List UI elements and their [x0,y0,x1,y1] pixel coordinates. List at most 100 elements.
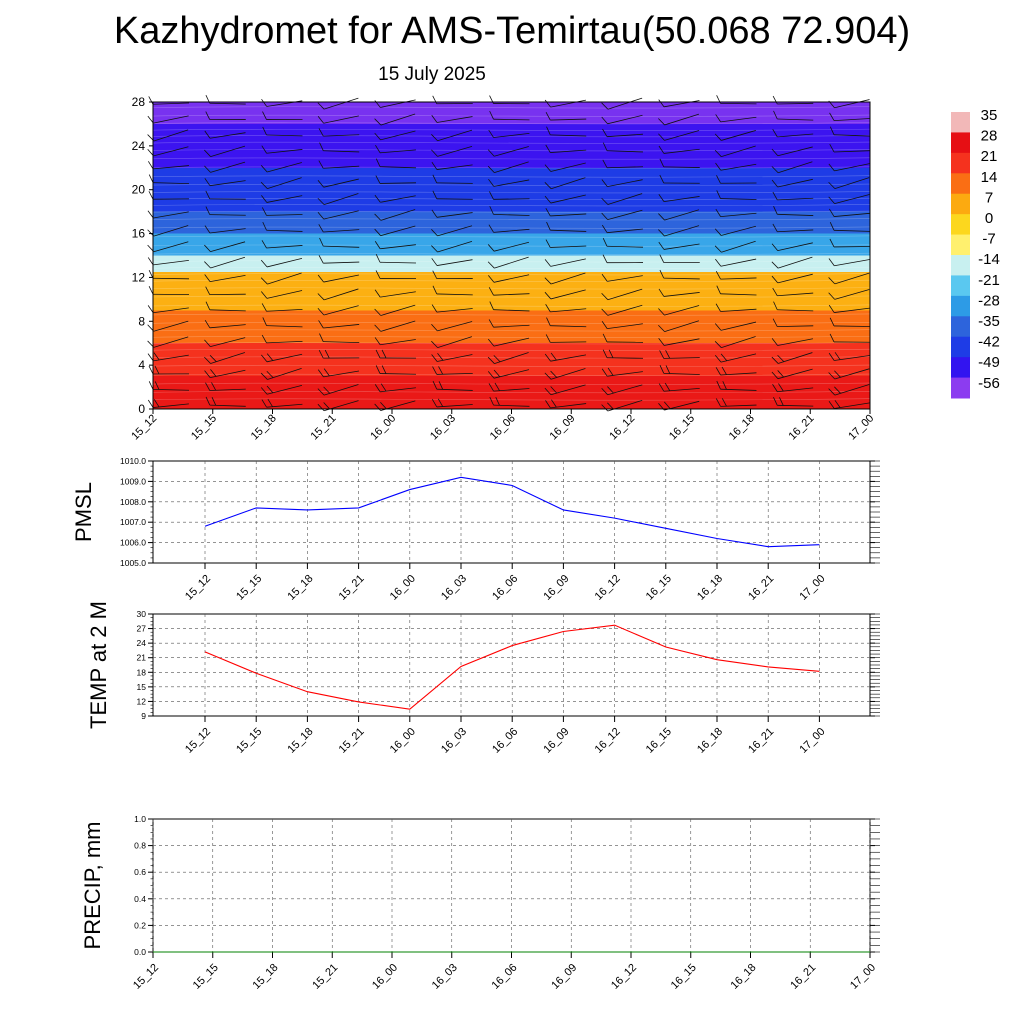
wind-barb [658,338,700,346]
wind-barb [318,224,360,233]
wind-barb [317,115,359,124]
x-tick-label: 16_12 [607,412,637,442]
wind-barb [658,305,700,316]
wind-barb [489,301,530,312]
wind-barb [260,177,302,189]
wind-barb [601,304,643,316]
colorbar-label: -56 [978,375,1000,392]
wind-barb [773,206,814,216]
y-tick-label: 1008.0 [120,497,146,507]
wind-barb [317,97,359,110]
wind-barb [545,111,587,121]
x-tick-label: 16_09 [549,962,579,992]
wind-barb [432,174,473,184]
wind-barb [544,352,587,362]
wind-barb [715,162,757,171]
colorbar-segment [951,295,970,317]
wind-barb [260,257,303,268]
wind-barb [317,368,360,378]
contour-line [152,398,871,401]
wind-barb [715,208,757,218]
wind-barb [828,304,870,313]
wind-barb [544,384,586,396]
wind-barb [544,368,586,380]
wind-barb [374,304,416,316]
contour-line [152,183,871,186]
wind-barb [771,256,813,269]
wind-barb [601,288,643,301]
colorbar-label: -35 [978,313,1000,330]
wind-barb [659,158,700,168]
y-tick-label: 30 [137,609,147,619]
wind-barb [659,365,700,375]
wind-barb [659,350,700,359]
x-tick-label: 16_09 [541,573,571,603]
wind-barb [431,225,473,237]
wind-barb [148,381,190,391]
x-tick-label: 16_06 [490,726,520,756]
series-line [204,476,820,548]
x-tick-label: 15_15 [189,412,219,442]
wind-barb [715,366,757,376]
contour-line [152,252,871,255]
x-tick-label: 15_12 [131,962,161,992]
wind-barb [204,178,246,187]
wind-barb [716,380,757,391]
wind-barb [375,365,417,375]
wind-barb [546,317,587,328]
wind-barb [317,274,359,283]
x-tick-label: 16_03 [430,962,460,992]
wind-barb [318,349,360,359]
y-tick-label: 1006.0 [120,538,146,548]
wind-barb [829,143,871,153]
wind-barb [488,382,530,392]
wind-barb [544,289,586,300]
wind-barb [659,269,700,280]
contour-line [152,342,871,345]
wind-barb [147,352,189,362]
colorbar-segment [951,132,970,154]
wind-barb [260,290,303,299]
wind-barb [205,286,246,296]
wind-barb [545,207,587,217]
wind-barb [431,321,473,332]
contour-line [152,128,871,131]
colorbar-label: -14 [978,251,1000,268]
wind-barb [601,97,643,110]
colorbar-segment [951,234,970,256]
colorbar-segment [951,275,970,297]
wind-barb [602,333,644,343]
wind-barb [771,161,813,174]
x-tick-label: 16_18 [695,573,725,603]
wind-barb [828,400,870,409]
colorbar-segment [951,152,970,174]
wind-barb [204,241,246,253]
wind-barb [261,207,303,216]
wind-barb [829,333,871,343]
y-tick-label: 12 [137,696,147,706]
x-tick-label: 16_21 [788,962,818,992]
wind-barb [205,301,246,312]
contour-line [152,335,871,338]
wind-barb [714,145,756,158]
wind-barb [262,221,303,232]
contour-line [152,295,871,298]
wind-barb [658,209,700,221]
y-tick-label: 18 [137,667,147,677]
y-tick-label: 20 [132,183,146,197]
colorbar-label: -21 [978,272,1000,289]
colorbar-segment [951,316,970,338]
colorbar-segment [951,173,970,195]
colorbar-label: 7 [985,189,993,206]
wind-barb [714,240,756,253]
wind-barb [204,274,246,283]
wind-barb [716,175,757,184]
x-tick-label: 15_12 [183,726,213,756]
series-line [204,624,820,710]
wind-barb [545,399,587,409]
wind-barb [205,382,246,391]
wind-barb [374,289,416,298]
wind-barb [261,303,303,312]
colorbar-segment [951,377,970,399]
y-tick-label: 28 [132,95,146,109]
